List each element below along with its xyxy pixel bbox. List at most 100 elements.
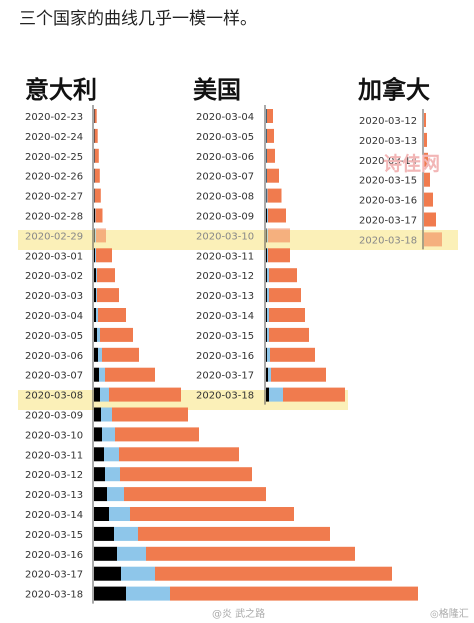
y-tick-label: 2020-02-29 <box>25 231 83 242</box>
bar-black <box>94 268 96 283</box>
bar-blue <box>107 487 124 502</box>
center-watermark: @炎 武之路 <box>212 607 265 620</box>
bar-black <box>266 248 267 263</box>
bar-orange <box>170 586 418 601</box>
bar-blue <box>121 566 155 581</box>
y-tick-label: 2020-03-17 <box>359 216 417 227</box>
y-tick-label: 2020-03-06 <box>25 351 83 362</box>
bar-orange <box>95 208 103 223</box>
bar-blue <box>267 208 268 223</box>
bar-orange <box>100 327 133 342</box>
chart-title: 意大利 <box>25 76 97 104</box>
y-tick-label: 2020-02-26 <box>25 172 83 183</box>
y-tick-label: 2020-03-17 <box>196 371 254 382</box>
y-tick-label: 2020-03-13 <box>196 291 254 302</box>
bar-black <box>266 208 267 223</box>
y-tick-label: 2020-03-02 <box>25 271 83 282</box>
charts: 意大利 2020-02-23 2020-02-24 2020-02-25 2020-02… <box>25 76 442 604</box>
y-tick-label: 2020-03-09 <box>196 212 254 223</box>
bar-orange <box>94 188 101 203</box>
bar-blue <box>114 526 138 541</box>
highlight-band-0 <box>18 230 458 250</box>
y-tick-label: 2020-03-07 <box>25 371 83 382</box>
bar-black <box>266 109 267 123</box>
bar-black <box>94 367 99 382</box>
y-tick-label: 2020-03-08 <box>196 192 254 203</box>
bar-orange <box>109 387 181 402</box>
bar-orange <box>269 327 309 342</box>
bar-orange <box>424 113 426 127</box>
bar-black <box>94 487 107 502</box>
bar-orange <box>112 407 188 422</box>
bar-blue <box>98 347 102 362</box>
bar-blue <box>267 308 269 322</box>
bar-orange <box>283 387 345 402</box>
y-tick-label: 2020-03-11 <box>25 450 83 461</box>
bar-orange <box>155 566 392 581</box>
bar-orange <box>119 447 239 462</box>
y-tick-label: 2020-03-09 <box>25 411 83 422</box>
bar-orange <box>267 148 275 163</box>
bar-blue <box>126 586 170 601</box>
bar-orange <box>269 288 301 303</box>
y-tick-label: 2020-03-07 <box>196 172 254 183</box>
y-tick-label: 2020-03-08 <box>25 391 83 402</box>
y-tick-label: 2020-03-14 <box>196 311 254 322</box>
bar-black <box>94 208 95 223</box>
bar-orange <box>268 208 286 223</box>
bar-black <box>94 248 95 263</box>
bar-orange <box>146 546 355 561</box>
bar-orange <box>267 128 274 143</box>
y-tick-label: 2020-03-01 <box>25 251 83 262</box>
y-tick-label: 2020-03-16 <box>196 351 254 362</box>
bar-blue <box>267 248 268 263</box>
bar-black <box>266 188 267 203</box>
bar-blue <box>105 467 120 482</box>
page-title: 三个国家的曲线几乎一模一样。 <box>19 9 257 29</box>
y-tick-label: 2020-03-18 <box>359 235 417 246</box>
y-tick-label: 2020-02-23 <box>25 112 83 123</box>
bar-blue <box>95 248 96 263</box>
y-tick-label: 2020-03-11 <box>196 251 254 262</box>
bar-orange <box>268 228 290 243</box>
bar-orange <box>270 347 315 362</box>
y-tick-label: 2020-03-15 <box>359 176 417 187</box>
bar-black <box>266 387 269 402</box>
bar-blue <box>269 387 283 402</box>
bar-orange <box>424 232 442 247</box>
bar-black <box>94 407 101 422</box>
bar-black <box>266 327 267 342</box>
bar-orange <box>424 132 427 147</box>
chart-title: 加拿大 <box>358 76 430 104</box>
bar-black <box>266 288 267 303</box>
y-tick-label: 2020-03-06 <box>196 152 254 163</box>
bar-orange <box>94 109 97 123</box>
bar-blue <box>266 188 268 203</box>
y-tick-label: 2020-03-12 <box>25 470 83 481</box>
bar-blue <box>266 128 267 143</box>
bar-orange <box>424 192 433 207</box>
y-tick-label: 2020-03-18 <box>25 590 83 601</box>
bar-orange <box>94 168 100 183</box>
bar-orange <box>96 248 112 263</box>
bar-black <box>94 586 126 601</box>
bar-orange <box>424 152 428 167</box>
y-tick-label: 2020-03-10 <box>25 430 83 441</box>
bar-blue <box>267 327 269 342</box>
bar-black <box>94 546 117 561</box>
bar-black <box>266 128 267 143</box>
bar-orange <box>94 128 98 143</box>
y-tick-label: 2020-03-05 <box>25 331 83 342</box>
bar-blue <box>267 288 269 303</box>
bar-orange <box>97 288 119 303</box>
bar-black <box>266 347 267 362</box>
bar-orange <box>424 212 436 227</box>
y-tick-label: 2020-03-15 <box>196 331 254 342</box>
bar-blue <box>99 367 105 382</box>
bar-black <box>94 447 104 462</box>
bar-black <box>94 308 96 322</box>
y-tick-label: 2020-03-04 <box>196 112 254 123</box>
stamp-watermark: 诗佳网 <box>383 152 440 175</box>
y-tick-label: 2020-02-28 <box>25 212 83 223</box>
